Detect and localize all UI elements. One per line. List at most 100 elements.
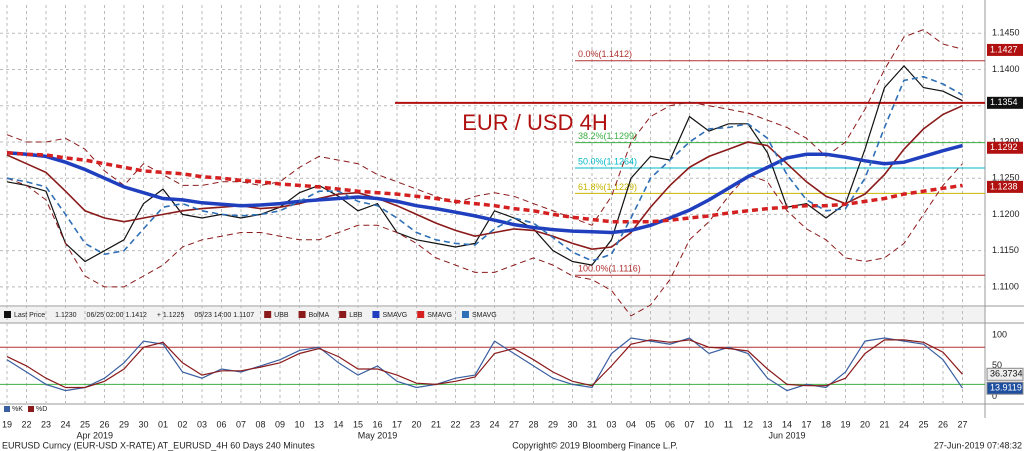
y-tick-label: 50 — [992, 360, 1002, 370]
legend-bar — [0, 307, 985, 323]
legend-label: SMAVG — [382, 312, 407, 319]
chart-title: EUR / USD 4H — [462, 110, 607, 135]
legend-swatch — [4, 311, 11, 318]
x-tick-label: 26 — [99, 419, 109, 429]
x-tick-label: 18 — [821, 419, 831, 429]
x-tick-label: 29 — [119, 419, 129, 429]
x-tick-label: 30 — [138, 419, 148, 429]
fib-label: 61.8%(1.1229) — [578, 182, 637, 192]
x-tick-label: 09 — [275, 419, 285, 429]
x-tick-label: 05 — [645, 419, 655, 429]
value-box-label: 13.9119 — [990, 383, 1022, 393]
x-tick-label: 24 — [489, 419, 499, 429]
x-tick-label: 06 — [216, 419, 226, 429]
legend-swatch — [372, 311, 380, 318]
legend-swatch — [264, 311, 272, 318]
x-tick-label: 21 — [431, 419, 441, 429]
legend-swatch — [298, 311, 306, 318]
fib-label: 50.0%(1.1264) — [578, 156, 637, 166]
x-tick-label: 24 — [899, 419, 909, 429]
series-line — [6, 75, 963, 262]
x-tick-label: 16 — [372, 419, 382, 429]
y-tick-label: 1.1400 — [992, 64, 1020, 74]
x-tick-label: 03 — [197, 419, 207, 429]
legend-info: 1.1230 — [55, 312, 77, 319]
legend-label: SMAVG — [427, 312, 452, 319]
month-label: Jun 2019 — [768, 430, 805, 440]
legend-swatch — [461, 311, 469, 318]
x-tick-label: 10 — [704, 419, 714, 429]
x-tick-label: 12 — [743, 419, 753, 429]
x-tick-label: 08 — [255, 419, 265, 429]
value-box-label: 36.3734 — [990, 369, 1023, 379]
price-box-label: 1.1427 — [990, 44, 1018, 54]
x-tick-label: 27 — [509, 419, 519, 429]
series-line — [6, 143, 963, 235]
x-tick-label: 04 — [626, 419, 636, 429]
x-tick-label: 01 — [158, 419, 168, 429]
x-tick-label: 23 — [470, 419, 480, 429]
x-tick-label: 10 — [294, 419, 304, 429]
x-tick-label: 02 — [177, 419, 187, 429]
legend-label: Last Price — [14, 312, 45, 319]
x-tick-label: 23 — [41, 419, 51, 429]
legend-swatch — [28, 406, 34, 412]
x-tick-label: 22 — [450, 419, 460, 429]
x-tick-label: 17 — [801, 419, 811, 429]
x-tick-label: 14 — [782, 419, 792, 429]
price-box — [987, 43, 1023, 56]
price-box-label: 1.1292 — [990, 142, 1018, 152]
y-tick-label: 1.1150 — [992, 245, 1019, 255]
x-tick-label: 07 — [236, 419, 246, 429]
fib-label: 100.0%(1.1116) — [578, 264, 641, 274]
x-tick-label: 27 — [957, 419, 967, 429]
month-label: May 2019 — [358, 430, 398, 440]
x-tick-label: 30 — [567, 419, 577, 429]
x-tick-label: 29 — [548, 419, 558, 429]
x-tick-label: 17 — [392, 419, 402, 429]
x-tick-label: 06 — [665, 419, 675, 429]
series-line — [6, 163, 963, 317]
x-tick-label: 19 — [840, 419, 850, 429]
legend-label: UBB — [274, 312, 289, 319]
legend-info: 05/23 14:00 1.1107 — [194, 312, 254, 319]
fib-label: 0.0%(1.1412) — [578, 49, 632, 59]
y-tick-label: 1.1100 — [992, 281, 1019, 291]
legend-label: %D — [36, 406, 47, 413]
y-tick-label: 1.1300 — [992, 136, 1020, 146]
legend-info: + 1.1225 — [157, 312, 185, 319]
y-tick-label: 100 — [992, 329, 1007, 339]
x-tick-label: 24 — [60, 419, 70, 429]
x-tick-label: 13 — [314, 419, 324, 429]
x-tick-label: 28 — [528, 419, 538, 429]
legend-swatch — [339, 311, 347, 318]
x-tick-label: 26 — [938, 419, 948, 429]
fib-label: 38.2%(1.1299) — [578, 131, 637, 141]
series-line — [6, 104, 963, 251]
x-tick-label: 19 — [2, 419, 12, 429]
x-tick-label: 13 — [762, 419, 772, 429]
price-box — [987, 141, 1023, 154]
series-line — [6, 151, 963, 224]
x-tick-label: 20 — [860, 419, 870, 429]
legend-label: SMAVG — [472, 312, 497, 319]
footer-source: EURUSD Curncy (EUR-USD X-RATE) AT_EURUSD… — [2, 440, 315, 450]
y-tick-label: 1.1200 — [992, 209, 1020, 219]
price-box — [987, 96, 1023, 109]
series-line — [6, 29, 963, 226]
x-tick-label: 22 — [21, 419, 31, 429]
legend-label: BolMA — [309, 312, 330, 319]
x-tick-label: 20 — [411, 419, 421, 429]
x-tick-label: 25 — [918, 419, 928, 429]
value-box — [986, 367, 1024, 381]
x-tick-label: 25 — [80, 419, 90, 429]
x-tick-label: 07 — [684, 419, 694, 429]
month-label: Apr 2019 — [76, 430, 113, 440]
x-tick-label: 15 — [353, 419, 363, 429]
legend-swatch — [4, 406, 10, 412]
x-tick-label: 11 — [724, 419, 733, 429]
footer-timestamp: 27-Jun-2019 07:48:32 — [934, 440, 1022, 450]
value-box — [986, 381, 1024, 395]
legend-label: LBB — [349, 312, 363, 319]
